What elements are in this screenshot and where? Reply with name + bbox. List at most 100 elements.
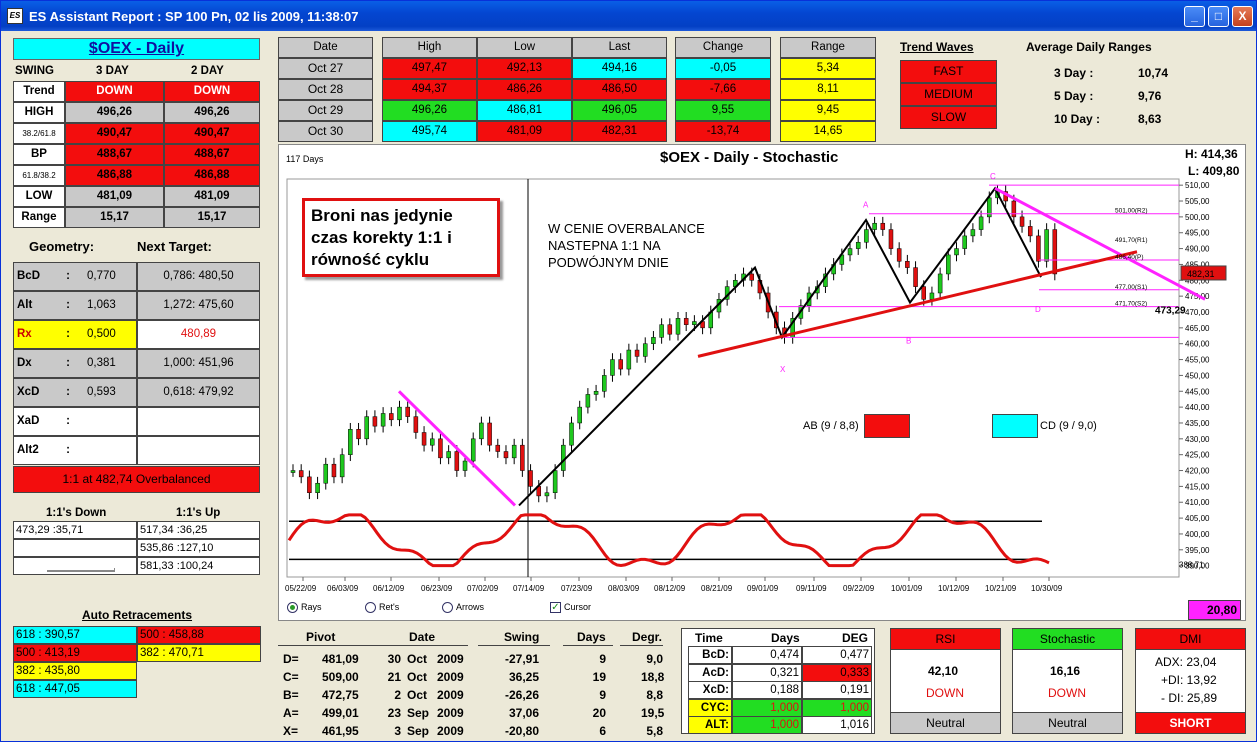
pivot-d-label: D (1035, 305, 1041, 314)
candle-body (987, 197, 992, 218)
minimize-button[interactable]: _ (1184, 6, 1205, 27)
ones-up-value: 517,34 :36,25 (137, 521, 260, 539)
time-days-value: 0,188 (732, 681, 802, 700)
quote-date: Oct 27 (278, 58, 373, 79)
geometry-ratio: 0,593 (83, 378, 137, 407)
pivot-header-days: Days (577, 630, 606, 644)
dmi-minus-di: - DI: 25,89 (1161, 691, 1218, 705)
candle-body (602, 375, 607, 392)
time-header: Time (695, 631, 723, 645)
x-tick-label: 10/30/09 (1031, 584, 1063, 593)
title-bar[interactable]: ES ES Assistant Report : SP 100 Pn, 02 l… (1, 1, 1256, 31)
y-tick-label: 410,00 (1185, 498, 1210, 507)
cd-label: CD (9 / 9,0) (1040, 420, 1097, 432)
candle-body (978, 216, 984, 230)
cursor-option[interactable]: ✓ Cursor (550, 602, 591, 614)
trend-wave-slow: SLOW (900, 106, 997, 129)
pivot-header-underline (563, 645, 613, 646)
swing-lines (518, 186, 1042, 507)
pivot-year: 2009 (437, 724, 464, 738)
swing-2day-value: DOWN (164, 81, 260, 102)
pivot-degr: 9,0 (646, 652, 663, 666)
candle-body (888, 229, 894, 249)
candle-body (405, 406, 410, 417)
rets-option[interactable]: Ret's (365, 602, 399, 614)
rays-option[interactable]: Rays (287, 602, 322, 614)
candle-body (503, 451, 509, 459)
y-tick-label: 460,00 (1185, 340, 1210, 349)
maximize-button[interactable]: □ (1208, 6, 1229, 27)
swing-3day-value: 481,09 (65, 186, 164, 207)
swing-2day-value: 15,17 (164, 207, 260, 228)
candle-body (372, 416, 378, 427)
candle-body (962, 235, 967, 249)
candle-body (552, 470, 558, 493)
x-tick-label: 07/23/09 (561, 584, 593, 593)
swing-col1-label: 3 DAY (96, 65, 129, 77)
auto-retracements-label: Auto Retracements (82, 608, 193, 622)
candle-body (1044, 229, 1049, 262)
y-tick-label: 495,00 (1185, 229, 1210, 238)
candle-body (642, 343, 648, 357)
rets-radio-icon[interactable] (365, 602, 376, 614)
pivot-swing: -27,91 (504, 652, 539, 666)
y-tick-label: 505,00 (1185, 197, 1210, 206)
dmi-title: DMI (1135, 628, 1246, 650)
swing-2day-value: 486,88 (164, 165, 260, 186)
geometry-colon: : (53, 407, 83, 436)
swing-3day-value: DOWN (65, 81, 164, 102)
geometry-label-cell: XcD (13, 378, 53, 407)
auto-retracement-left: 618 : 390,57 (13, 626, 137, 644)
pivot-key: B= (283, 688, 299, 702)
candle-body (880, 222, 886, 230)
quote-date: Oct 29 (278, 100, 373, 121)
pivot-year: 2009 (437, 706, 464, 720)
x-tick-label: 09/22/09 (843, 584, 875, 593)
swing-3day-value: 15,17 (65, 207, 164, 228)
pivot-swing: -26,26 (504, 688, 539, 702)
y-tick-label: 395,00 (1185, 546, 1210, 555)
oscillator-value-box: 20,80 (1188, 600, 1241, 620)
arrows-option[interactable]: Arrows (442, 602, 484, 614)
price-marker-box (1180, 265, 1227, 281)
price-chart[interactable]: 510,00 505,00 500,00 495,00 490,00 485,00 480,… (278, 144, 1246, 621)
trend-waves-label: Trend Waves (900, 40, 974, 54)
adr-key: 10 Day : (1054, 112, 1101, 126)
pivot-degr: 8,8 (646, 688, 663, 702)
candle-body (487, 422, 492, 446)
candle-body (610, 359, 615, 376)
candle-body (323, 463, 329, 484)
candle-body (569, 422, 574, 446)
chart-high-readout: H: 414,36 (1185, 147, 1238, 161)
auto-retracement-left: 500 : 413,19 (13, 644, 137, 662)
date-header: Date (278, 37, 373, 58)
pivot-days: 9 (599, 688, 606, 702)
cursor-checkbox-icon[interactable]: ✓ (550, 602, 561, 614)
pivot-price: 472,75 (322, 688, 359, 702)
swing-3day-value: 486,88 (65, 165, 164, 186)
candle-body (446, 451, 451, 459)
candle-body (626, 349, 632, 370)
pivot-header-swing: Swing (504, 630, 540, 644)
next-target-label: Next Target: (137, 239, 212, 254)
y-tick-label: 440,00 (1185, 403, 1210, 412)
rays-radio-icon[interactable] (287, 602, 298, 614)
candle-body (634, 349, 640, 357)
ones-scroll-indicator[interactable] (47, 568, 115, 572)
candle-body (585, 394, 591, 408)
arrows-radio-icon[interactable] (442, 602, 453, 614)
candle-body (1052, 229, 1058, 275)
candle-body (954, 248, 959, 256)
candle-body (470, 438, 476, 462)
x-tick-label: 06/12/09 (373, 584, 405, 593)
candle-body (855, 241, 861, 249)
y-tick-label: 400,00 (1185, 530, 1210, 539)
pivot-days: 9 (599, 652, 606, 666)
x-tick-label: 08/03/09 (608, 584, 640, 593)
swing-2day-value: 490,47 (164, 123, 260, 144)
close-button[interactable]: X (1232, 6, 1253, 27)
quote-high: 494,37 (382, 79, 477, 100)
pivot-price: 461,95 (322, 724, 359, 738)
pivot-a-label: A (863, 200, 869, 209)
candle-body (290, 470, 296, 473)
